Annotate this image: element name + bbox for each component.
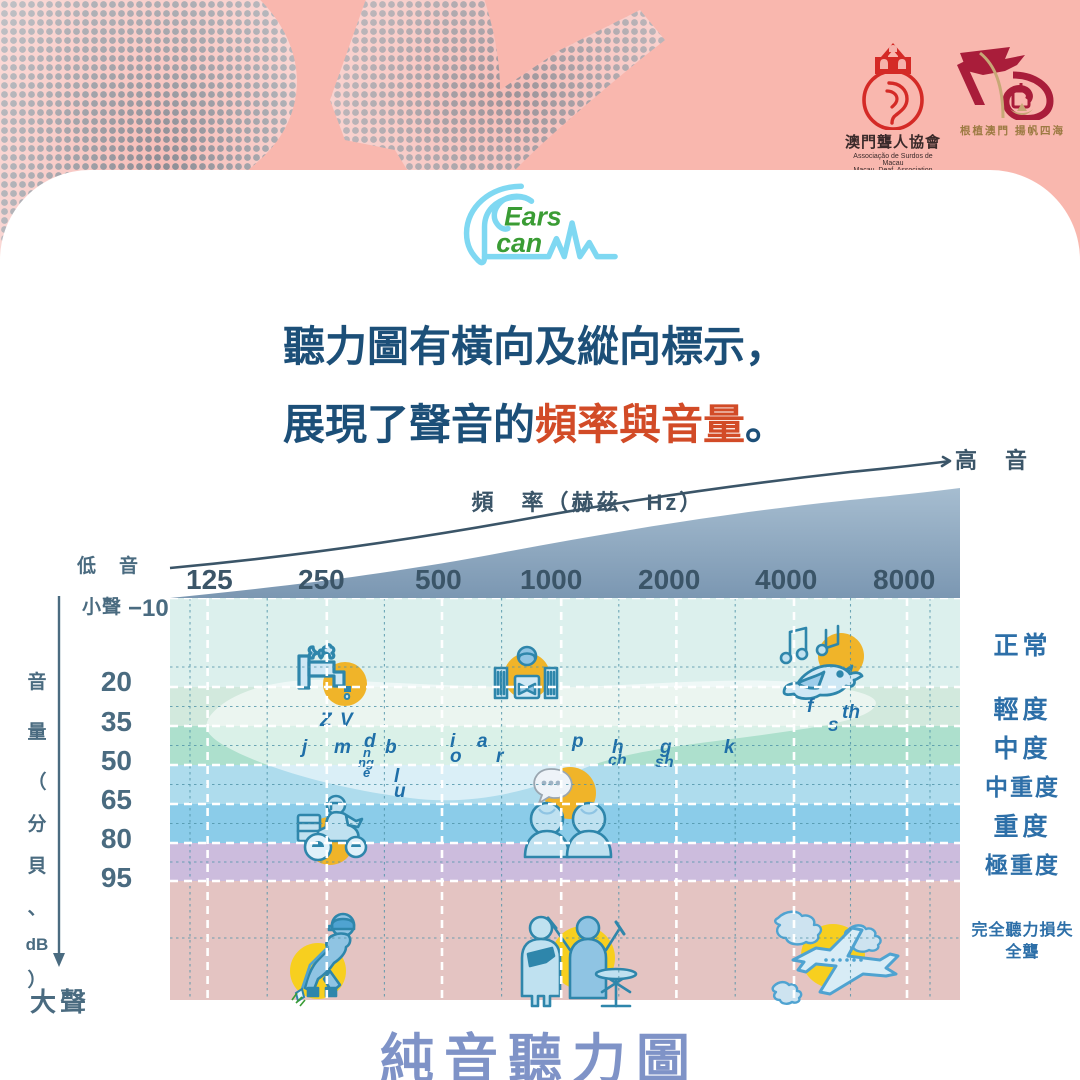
svg-text:dB: dB: [26, 935, 49, 954]
svg-text:貝: 貝: [27, 855, 46, 877]
svg-text:分: 分: [27, 813, 46, 835]
svg-text:（: （: [27, 770, 46, 793]
svg-text:音: 音: [27, 670, 46, 693]
svg-text:量: 量: [27, 721, 46, 743]
svg-text:頻 率（赫茲、Hz）: 頻 率（赫茲、Hz）: [472, 490, 705, 515]
svg-text:、: 、: [27, 898, 46, 919]
svg-text:高 音: 高 音: [955, 448, 1030, 473]
svg-text:低 音: 低 音: [76, 554, 140, 577]
